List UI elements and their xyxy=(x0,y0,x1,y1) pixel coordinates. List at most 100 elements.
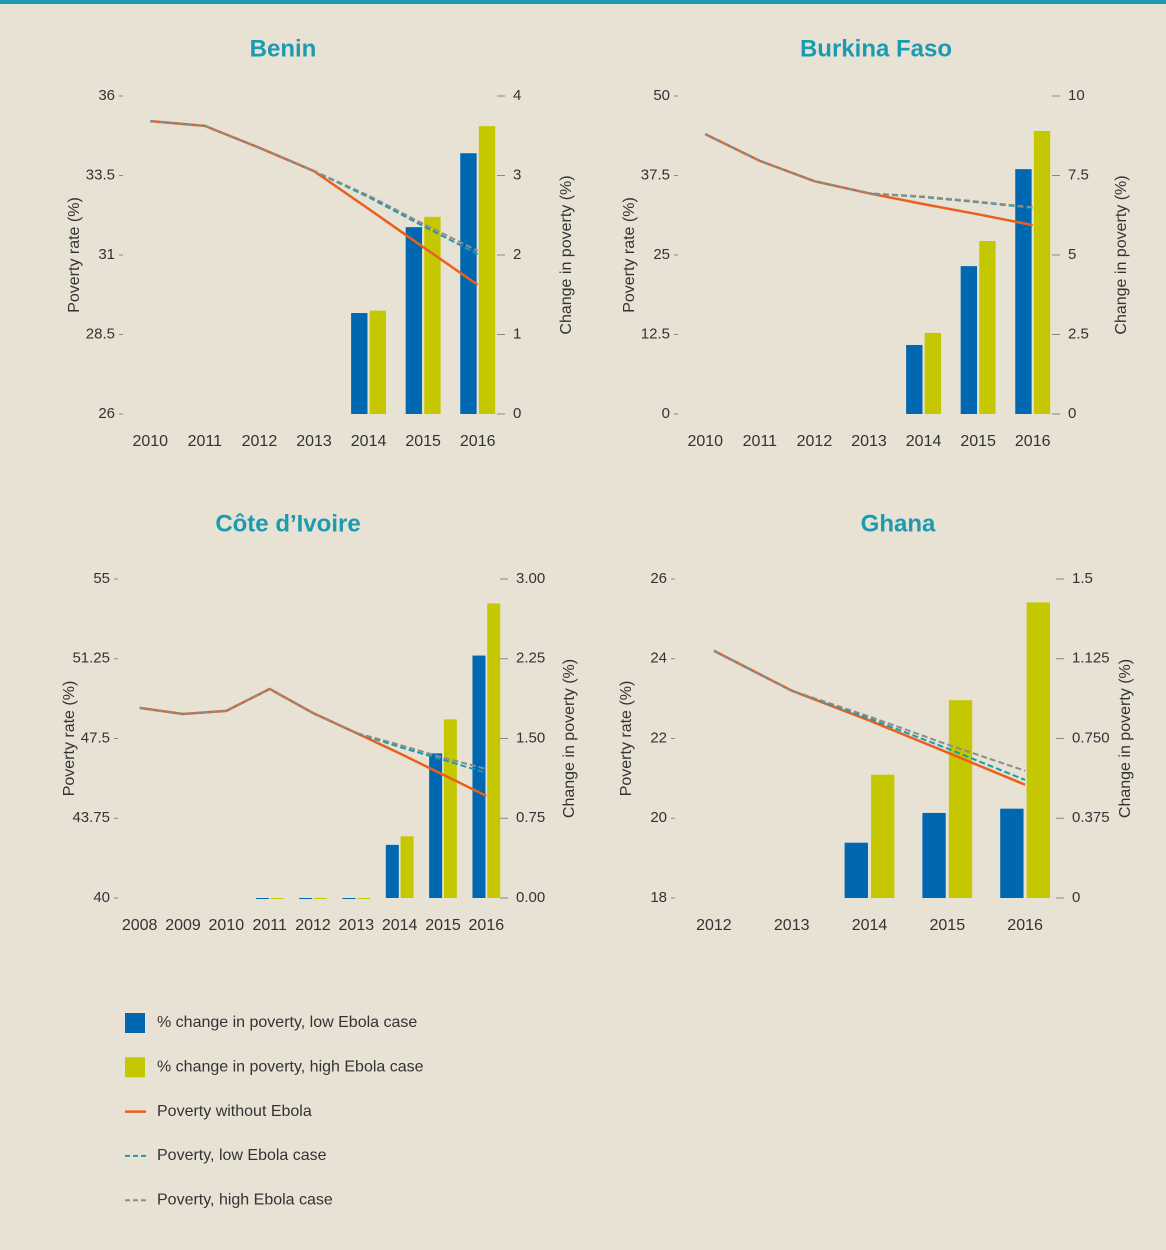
bar xyxy=(922,812,946,898)
bar xyxy=(443,719,457,898)
bar xyxy=(313,898,327,899)
bar xyxy=(472,655,486,898)
x-tick-label: 2012 xyxy=(696,917,732,934)
bar xyxy=(429,753,443,898)
y-tick-label: 26 xyxy=(98,405,115,422)
bar xyxy=(979,241,996,414)
legend-label: Poverty, high Ebola case xyxy=(157,1191,333,1208)
bar xyxy=(255,898,269,899)
y2-tick-label: 0.750 xyxy=(1072,729,1110,746)
chart-title: Côte d’Ivoire xyxy=(215,510,360,537)
y2-tick-label: 2.5 xyxy=(1068,325,1089,342)
line xyxy=(704,133,1033,227)
y-tick-label: 28.5 xyxy=(86,325,115,342)
line xyxy=(704,133,1033,209)
y-tick-label: 43.75 xyxy=(72,809,110,826)
y-tick-label: 50 xyxy=(653,87,670,104)
x-tick-label: 2012 xyxy=(295,917,331,934)
x-tick-label: 2014 xyxy=(351,433,387,450)
bar xyxy=(357,898,371,899)
x-tick-label: 2013 xyxy=(339,917,375,934)
line xyxy=(713,649,1026,786)
x-tick-label: 2013 xyxy=(774,917,810,934)
y-tick-label: 22 xyxy=(650,729,667,746)
line xyxy=(704,133,1033,209)
bar xyxy=(1000,808,1024,898)
bar xyxy=(299,898,313,899)
bar xyxy=(1026,602,1050,898)
bar xyxy=(478,126,496,415)
bar xyxy=(1015,169,1032,414)
x-tick-label: 2010 xyxy=(209,917,245,934)
x-tick-label: 2010 xyxy=(687,433,723,450)
y2-tick-label: 0.75 xyxy=(516,809,545,826)
x-tick-label: 2012 xyxy=(242,433,278,450)
y2-tick-label: 2 xyxy=(513,246,521,263)
bar xyxy=(424,216,441,414)
x-tick-label: 2016 xyxy=(1007,917,1043,934)
bar xyxy=(405,227,423,414)
y-tick-label: 47.5 xyxy=(81,729,110,746)
x-tick-label: 2014 xyxy=(382,917,418,934)
y-tick-label: 51.25 xyxy=(72,650,110,667)
bar xyxy=(385,844,399,898)
x-tick-label: 2015 xyxy=(930,917,966,934)
top-rule xyxy=(0,0,1166,4)
y-tick-label: 26 xyxy=(650,570,667,587)
y2-tick-label: 0.00 xyxy=(516,889,545,906)
x-tick-label: 2010 xyxy=(132,433,168,450)
chart-title: Benin xyxy=(250,35,317,62)
bar xyxy=(906,344,923,414)
x-tick-label: 2016 xyxy=(460,433,496,450)
y2-axis-label: Change in poverty (%) xyxy=(1113,175,1130,334)
y-tick-label: 40 xyxy=(93,889,110,906)
x-tick-label: 2008 xyxy=(122,917,158,934)
bar xyxy=(948,700,973,898)
y-tick-label: 36 xyxy=(98,87,115,104)
y-axis-label: Poverty rate (%) xyxy=(618,681,635,797)
x-tick-label: 2014 xyxy=(852,917,888,934)
y2-tick-label: 4 xyxy=(513,87,521,104)
bar xyxy=(270,898,284,899)
x-tick-label: 2015 xyxy=(405,433,441,450)
bar xyxy=(871,774,895,898)
x-tick-label: 2013 xyxy=(296,433,332,450)
y-tick-label: 25 xyxy=(653,246,670,263)
y2-tick-label: 1 xyxy=(513,325,521,342)
x-tick-label: 2011 xyxy=(252,917,287,934)
line xyxy=(713,649,1026,772)
line xyxy=(713,649,1026,781)
legend-swatch xyxy=(125,1013,145,1033)
y2-tick-label: 1.5 xyxy=(1072,570,1093,587)
bar xyxy=(460,153,477,415)
y2-tick-label: 1.125 xyxy=(1072,650,1110,667)
y2-tick-label: 5 xyxy=(1068,246,1076,263)
x-tick-label: 2013 xyxy=(851,433,887,450)
bar xyxy=(844,842,868,898)
y2-tick-label: 0.375 xyxy=(1072,809,1110,826)
bar xyxy=(1033,130,1051,415)
x-tick-label: 2014 xyxy=(906,433,942,450)
y-tick-label: 0 xyxy=(662,405,670,422)
bar xyxy=(487,603,501,898)
y-tick-label: 20 xyxy=(650,809,667,826)
y2-tick-label: 0 xyxy=(513,405,521,422)
y2-tick-label: 2.25 xyxy=(516,650,545,667)
y2-axis-label: Change in poverty (%) xyxy=(558,175,575,334)
x-tick-label: 2011 xyxy=(188,433,223,450)
x-tick-label: 2009 xyxy=(165,917,201,934)
y-axis-label: Poverty rate (%) xyxy=(66,197,83,313)
legend-label: Poverty, low Ebola case xyxy=(157,1147,327,1164)
bar xyxy=(960,266,978,414)
line xyxy=(139,687,487,770)
x-tick-label: 2011 xyxy=(743,433,778,450)
y2-tick-label: 7.5 xyxy=(1068,166,1089,183)
y2-axis-label: Change in poverty (%) xyxy=(1117,659,1134,818)
line xyxy=(150,120,479,252)
y2-tick-label: 3.00 xyxy=(516,570,545,587)
y2-tick-label: 1.50 xyxy=(516,729,545,746)
y2-axis-label: Change in poverty (%) xyxy=(561,659,578,818)
bar xyxy=(400,836,414,898)
